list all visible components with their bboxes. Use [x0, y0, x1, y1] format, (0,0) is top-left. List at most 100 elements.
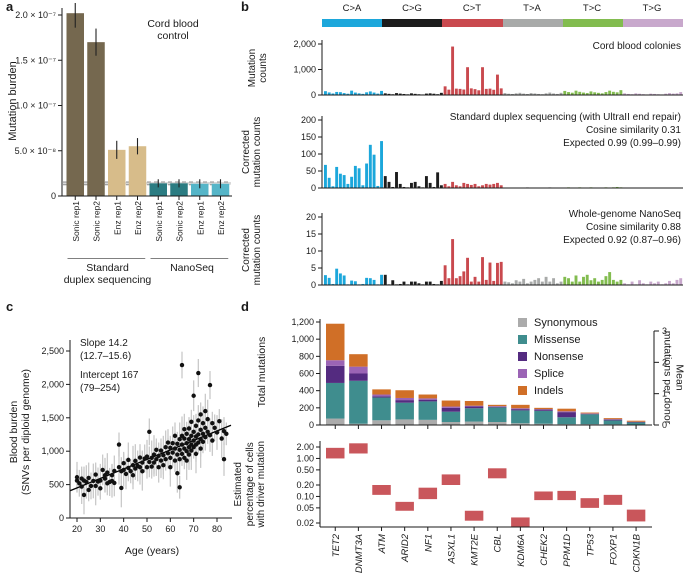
svg-text:ARID2: ARID2 [400, 533, 411, 563]
mutation-class-segment [322, 19, 383, 27]
legend-label: Splice [534, 367, 564, 380]
svg-text:0.10: 0.10 [296, 491, 314, 501]
panel-b-sub3-ylabel: Corrected mutation counts [241, 214, 263, 286]
svg-text:CDKN1B: CDKN1B [632, 533, 643, 572]
svg-text:2.00: 2.00 [296, 442, 314, 452]
panel-d-top-ylabel: Total mutations [256, 336, 268, 408]
svg-text:40: 40 [119, 524, 129, 534]
svg-text:50: 50 [306, 166, 316, 176]
svg-text:Enz rep2: Enz rep2 [133, 201, 143, 235]
panel-d-letter: d [241, 299, 249, 314]
panel-a-ylabel: Mutation burden [7, 61, 19, 141]
svg-text:1,500: 1,500 [41, 413, 64, 423]
svg-text:3: 3 [662, 326, 667, 336]
svg-text:0: 0 [59, 513, 64, 523]
svg-text:1,000: 1,000 [293, 65, 316, 75]
panel-d-legend: Synonymous Missense Nonsense Splice Indels [518, 314, 598, 399]
svg-text:200: 200 [299, 403, 314, 413]
svg-text:2,000: 2,000 [293, 39, 316, 49]
panel-c-slope-line1: Slope 14.2 [80, 338, 128, 349]
svg-text:0: 0 [311, 280, 316, 290]
svg-text:5: 5 [311, 263, 316, 273]
svg-text:1,000: 1,000 [41, 446, 64, 456]
svg-text:0.50: 0.50 [296, 465, 314, 475]
svg-text:KDM6A: KDM6A [516, 534, 527, 567]
svg-text:Sonic rep2: Sonic rep2 [92, 201, 102, 242]
svg-text:1,000: 1,000 [291, 334, 314, 344]
panel-b-sub3-title: Whole-genome NanoSeq [568, 209, 681, 220]
svg-text:PPM1D: PPM1D [562, 534, 573, 567]
svg-text:CHEK2: CHEK2 [539, 533, 550, 565]
svg-text:0.20: 0.20 [296, 480, 314, 490]
svg-text:Enz rep2: Enz rep2 [216, 201, 226, 235]
svg-text:400: 400 [299, 386, 314, 396]
mutation-class-label-ca: C>A [342, 3, 362, 14]
legend-swatch [518, 352, 527, 361]
panel-a-group-label-duplex: Standard duplex sequencing [63, 262, 152, 286]
panel-b-sub1-ylabel: Mutation counts [247, 48, 269, 88]
legend-label: Missense [534, 333, 581, 346]
mutation-class-segment [502, 19, 563, 27]
legend-swatch [518, 318, 527, 327]
panel-b-sub3-cosine: Cosine similarity 0.88 [585, 222, 681, 233]
mutation-class-strip [322, 19, 684, 27]
svg-text:500: 500 [49, 480, 64, 490]
svg-text:2: 2 [662, 357, 667, 367]
svg-text:1.5 × 10⁻⁷: 1.5 × 10⁻⁷ [15, 55, 56, 65]
mutation-class-label-ct: C>T [462, 3, 482, 14]
svg-text:2,500: 2,500 [41, 346, 64, 356]
panel-a-chart: Sonic rep1 Sonic rep2 Enz rep1 Enz rep2 Soni… [15, 3, 232, 259]
svg-text:Enz rep1: Enz rep1 [112, 201, 122, 235]
svg-text:100: 100 [301, 149, 316, 159]
mutation-class-segment [442, 19, 503, 27]
svg-text:5.0 × 10⁻⁸: 5.0 × 10⁻⁸ [15, 146, 57, 156]
svg-text:50: 50 [142, 524, 152, 534]
svg-text:70: 70 [189, 524, 199, 534]
panel-c-letter: c [6, 299, 14, 314]
legend-item-synonymous: Synonymous [518, 314, 598, 331]
panel-b-letter: b [241, 0, 249, 14]
svg-text:80: 80 [212, 524, 222, 534]
svg-text:Sonic rep1: Sonic rep1 [154, 201, 164, 242]
legend-label: Synonymous [534, 316, 598, 329]
mutation-class-label-tg: T>G [642, 3, 662, 14]
svg-text:20: 20 [72, 524, 82, 534]
mutation-class-label-tc: T>C [582, 3, 602, 14]
svg-text:200: 200 [301, 115, 316, 125]
legend-item-nonsense: Nonsense [518, 348, 598, 365]
legend-swatch [518, 335, 527, 344]
svg-text:DNMT3A: DNMT3A [354, 534, 365, 573]
legend-swatch [518, 369, 527, 378]
svg-text:2,000: 2,000 [41, 379, 64, 389]
mutation-class-label-ta: T>A [523, 3, 541, 14]
legend-label: Nonsense [534, 350, 584, 363]
panel-b-chart: 0 1,000 2,000 0 50 100 150 200 0 5 10 15 20 [293, 39, 683, 290]
svg-text:1.0 × 10⁻⁷: 1.0 × 10⁻⁷ [15, 101, 56, 111]
svg-text:0.02: 0.02 [296, 518, 314, 528]
svg-text:NF1: NF1 [423, 534, 434, 552]
panel-c-ylabel: Blood burden (SNVs per diploid genome) [8, 368, 32, 496]
svg-text:800: 800 [299, 351, 314, 361]
svg-text:Sonic rep1: Sonic rep1 [71, 201, 81, 242]
mutation-class-segment [622, 19, 684, 27]
svg-text:1: 1 [662, 389, 667, 399]
svg-text:ATM: ATM [377, 534, 388, 554]
svg-text:1,200: 1,200 [291, 317, 314, 327]
svg-text:FOXP1: FOXP1 [608, 534, 619, 565]
svg-text:60: 60 [165, 524, 175, 534]
svg-text:10: 10 [306, 246, 316, 256]
panel-d-top-chart: 0 200 400 600 800 1,000 1,200 0 1 2 3 [291, 317, 667, 430]
svg-text:20: 20 [306, 212, 316, 222]
mutation-class-segment [562, 19, 623, 27]
svg-text:0: 0 [662, 420, 667, 430]
svg-text:Enz rep1: Enz rep1 [195, 201, 205, 235]
panel-b-sub2-title: Standard duplex sequencing (with UltraII… [449, 112, 681, 123]
legend-swatch [518, 386, 527, 395]
legend-item-missense: Missense [518, 331, 598, 348]
svg-text:2.0 × 10⁻⁷: 2.0 × 10⁻⁷ [15, 10, 56, 20]
panel-d-bottom-ylabel: Estimated percentage of cells with drive… [232, 440, 267, 528]
panel-c-intercept-line2: (79–254) [80, 383, 121, 394]
svg-text:KMT2E: KMT2E [470, 533, 481, 565]
panel-b-sub1-title: Cord blood colonies [592, 41, 681, 52]
